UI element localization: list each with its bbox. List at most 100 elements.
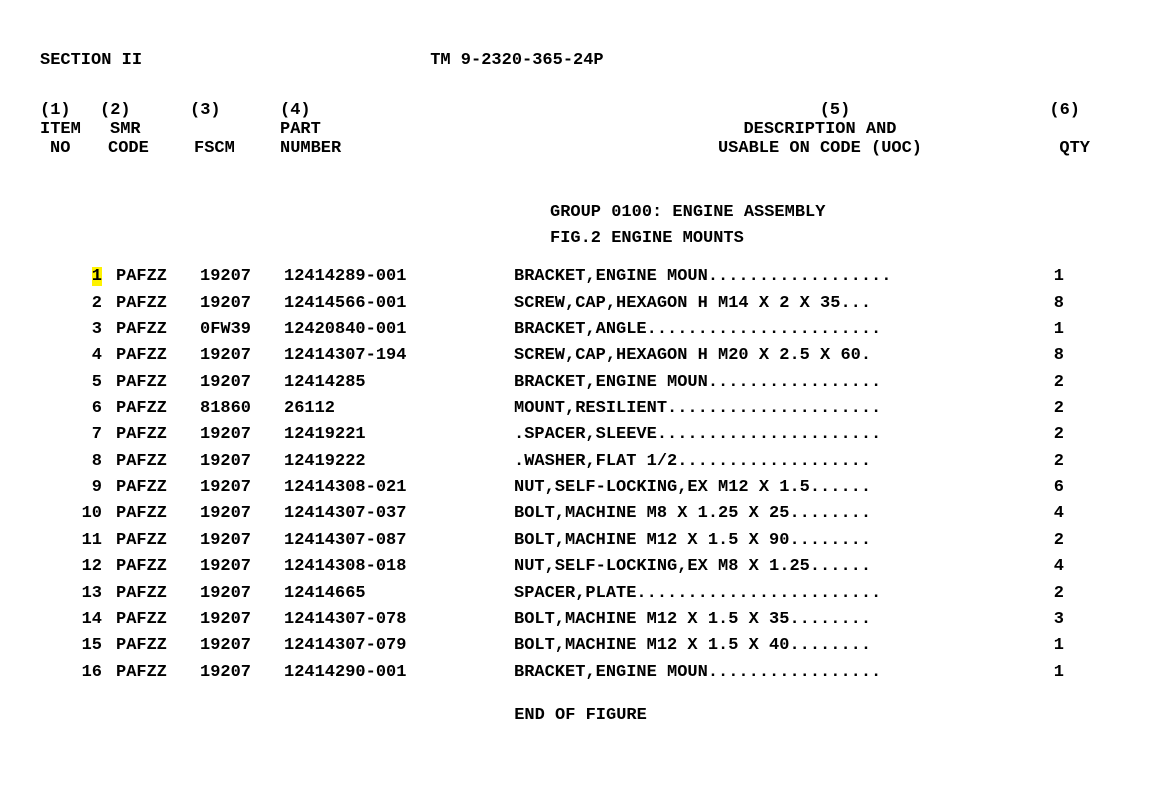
cell-smr-code: PAFZZ <box>116 317 200 343</box>
hdr2-qty: QTY <box>1030 139 1090 158</box>
cell-smr-code: PAFZZ <box>116 449 200 475</box>
cell-part-number: 12414308-021 <box>284 475 514 501</box>
hdr2-number: NUMBER <box>280 139 610 158</box>
cell-item-no: 13 <box>40 581 116 607</box>
cell-smr-code: PAFZZ <box>116 660 200 686</box>
col-num-1: (1) <box>40 101 100 120</box>
cell-fscm: 81860 <box>200 396 284 422</box>
cell-qty: 1 <box>1014 660 1064 686</box>
cell-item-no: 10 <box>40 501 116 527</box>
hdr-desc: DESCRIPTION AND <box>610 120 1030 139</box>
table-row: 13PAFZZ1920712414665SPACER,PLATE........… <box>40 581 1121 607</box>
cell-part-number: 12414290-001 <box>284 660 514 686</box>
tm-number: TM 9-2320-365-24P <box>430 48 603 74</box>
cell-smr-code: PAFZZ <box>116 422 200 448</box>
cell-item-no: 7 <box>40 422 116 448</box>
hdr-qty-blank <box>1030 120 1080 139</box>
cell-qty: 2 <box>1014 396 1064 422</box>
cell-fscm: 19207 <box>200 370 284 396</box>
cell-fscm: 19207 <box>200 660 284 686</box>
cell-description: NUT,SELF-LOCKING,EX M12 X 1.5...... <box>514 475 1014 501</box>
cell-part-number: 12414289-001 <box>284 264 514 290</box>
table-row: 10PAFZZ1920712414307-037BOLT,MACHINE M8 … <box>40 501 1121 527</box>
figure-title: FIG.2 ENGINE MOUNTS <box>550 226 1121 252</box>
cell-item-no: 16 <box>40 660 116 686</box>
cell-smr-code: PAFZZ <box>116 528 200 554</box>
cell-description: BRACKET,ENGINE MOUN.................. <box>514 264 1014 290</box>
hdr-item: ITEM <box>40 120 110 139</box>
col-num-6: (6) <box>1020 101 1080 120</box>
hdr-smr: SMR <box>110 120 190 139</box>
cell-fscm: 19207 <box>200 291 284 317</box>
cell-fscm: 19207 <box>200 422 284 448</box>
cell-part-number: 26112 <box>284 396 514 422</box>
cell-description: SCREW,CAP,HEXAGON H M20 X 2.5 X 60. <box>514 343 1014 369</box>
cell-fscm: 19207 <box>200 633 284 659</box>
group-title: GROUP 0100: ENGINE ASSEMBLY <box>550 200 1121 226</box>
cell-fscm: 19207 <box>200 554 284 580</box>
cell-part-number: 12420840-001 <box>284 317 514 343</box>
cell-qty: 1 <box>1014 264 1064 290</box>
cell-part-number: 12419221 <box>284 422 514 448</box>
cell-smr-code: PAFZZ <box>116 370 200 396</box>
cell-part-number: 12414307-194 <box>284 343 514 369</box>
table-row: 6PAFZZ8186026112MOUNT,RESILIENT.........… <box>40 396 1121 422</box>
cell-qty: 6 <box>1014 475 1064 501</box>
hdr2-uoc: USABLE ON CODE (UOC) <box>610 139 1030 158</box>
cell-description: BRACKET,ENGINE MOUN................. <box>514 660 1014 686</box>
cell-item-no: 11 <box>40 528 116 554</box>
col-num-5: (5) <box>650 101 1020 120</box>
cell-smr-code: PAFZZ <box>116 264 200 290</box>
cell-item-no: 5 <box>40 370 116 396</box>
cell-qty: 2 <box>1014 449 1064 475</box>
hdr-fscm-blank <box>190 120 280 139</box>
cell-fscm: 19207 <box>200 449 284 475</box>
title-line: SECTION II TM 9-2320-365-24P <box>40 48 1121 74</box>
parts-table: 1PAFZZ1920712414289-001BRACKET,ENGINE MO… <box>40 264 1121 686</box>
cell-smr-code: PAFZZ <box>116 607 200 633</box>
cell-description: BOLT,MACHINE M12 X 1.5 X 35........ <box>514 607 1014 633</box>
cell-qty: 1 <box>1014 317 1064 343</box>
cell-part-number: 12414307-078 <box>284 607 514 633</box>
table-row: 14PAFZZ1920712414307-078BOLT,MACHINE M12… <box>40 607 1121 633</box>
col-num-2: (2) <box>100 101 190 120</box>
cell-item-no: 12 <box>40 554 116 580</box>
table-row: 8PAFZZ1920712419222.WASHER,FLAT 1/2.....… <box>40 449 1121 475</box>
cell-qty: 1 <box>1014 633 1064 659</box>
cell-fscm: 19207 <box>200 475 284 501</box>
cell-fscm: 19207 <box>200 607 284 633</box>
cell-fscm: 19207 <box>200 343 284 369</box>
cell-description: BRACKET,ENGINE MOUN................. <box>514 370 1014 396</box>
cell-smr-code: PAFZZ <box>116 554 200 580</box>
cell-part-number: 12419222 <box>284 449 514 475</box>
cell-description: .WASHER,FLAT 1/2................... <box>514 449 1014 475</box>
cell-description: SCREW,CAP,HEXAGON H M14 X 2 X 35... <box>514 291 1014 317</box>
cell-qty: 2 <box>1014 422 1064 448</box>
cell-item-no: 3 <box>40 317 116 343</box>
table-row: 5PAFZZ1920712414285BRACKET,ENGINE MOUN..… <box>40 370 1121 396</box>
cell-item-no: 1 <box>40 264 116 290</box>
hdr2-fscm: FSCM <box>194 139 280 158</box>
cell-item-no: 9 <box>40 475 116 501</box>
hdr2-code: CODE <box>108 139 194 158</box>
cell-part-number: 12414307-079 <box>284 633 514 659</box>
table-row: 4PAFZZ1920712414307-194SCREW,CAP,HEXAGON… <box>40 343 1121 369</box>
hdr2-no: NO <box>40 139 108 158</box>
cell-smr-code: PAFZZ <box>116 501 200 527</box>
table-row: 11PAFZZ1920712414307-087BOLT,MACHINE M12… <box>40 528 1121 554</box>
table-row: 15PAFZZ1920712414307-079BOLT,MACHINE M12… <box>40 633 1121 659</box>
cell-smr-code: PAFZZ <box>116 291 200 317</box>
table-row: 9PAFZZ1920712414308-021NUT,SELF-LOCKING,… <box>40 475 1121 501</box>
hdr-part: PART <box>280 120 610 139</box>
highlighted-item: 1 <box>92 267 102 286</box>
cell-description: BOLT,MACHINE M12 X 1.5 X 90........ <box>514 528 1014 554</box>
col-num-3: (3) <box>190 101 280 120</box>
cell-item-no: 6 <box>40 396 116 422</box>
cell-qty: 4 <box>1014 501 1064 527</box>
cell-part-number: 12414308-018 <box>284 554 514 580</box>
cell-part-number: 12414285 <box>284 370 514 396</box>
table-row: 7PAFZZ1920712419221.SPACER,SLEEVE.......… <box>40 422 1121 448</box>
cell-part-number: 12414566-001 <box>284 291 514 317</box>
cell-qty: 2 <box>1014 528 1064 554</box>
cell-item-no: 4 <box>40 343 116 369</box>
